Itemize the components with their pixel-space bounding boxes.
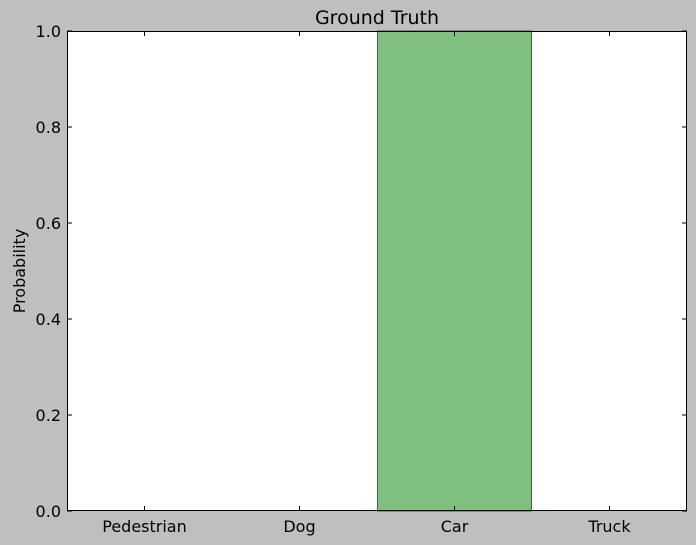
y-tick-label-0.0: 0.0 <box>36 502 61 521</box>
x-ticks-group: Pedestrian Dog Car Truck <box>102 31 631 536</box>
y-tick-label-0.6: 0.6 <box>36 214 61 233</box>
bars-group <box>377 30 532 512</box>
x-tick-label-car: Car <box>441 517 469 536</box>
y-tick-label-0.2: 0.2 <box>36 406 61 425</box>
y-tick-label-0.8: 0.8 <box>36 118 61 137</box>
chart-title: Ground Truth <box>315 7 439 29</box>
y-tick-label-1.0: 1.0 <box>36 22 61 41</box>
x-tick-label-dog: Dog <box>283 517 315 536</box>
plot-frame <box>67 31 687 511</box>
bar-car <box>377 30 532 512</box>
y-ticks-group: 0.0 0.2 0.4 0.6 0.8 1.0 <box>36 22 687 521</box>
y-tick-label-0.4: 0.4 <box>36 310 61 329</box>
x-tick-label-pedestrian: Pedestrian <box>102 517 187 536</box>
x-tick-label-truck: Truck <box>587 517 631 536</box>
y-axis-label: Probability <box>10 229 29 314</box>
